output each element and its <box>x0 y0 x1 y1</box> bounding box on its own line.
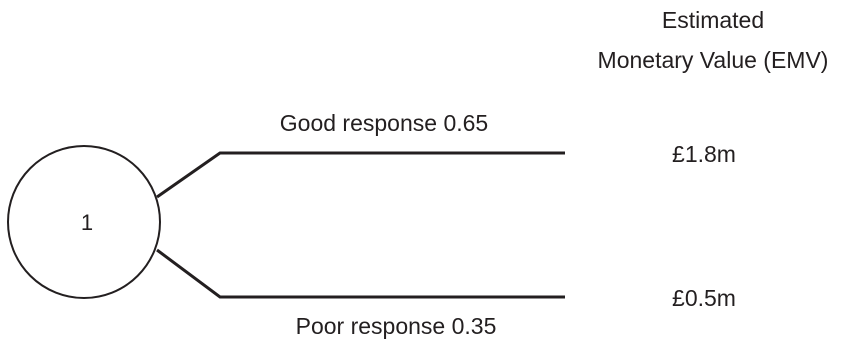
emv-value-poor: £0.5m <box>672 285 736 311</box>
branch-line-good <box>156 151 565 199</box>
chance-node <box>7 145 161 299</box>
branch-line-poor <box>156 248 565 299</box>
emv-header-line-2: Monetary Value (EMV) <box>598 47 829 73</box>
emv-value-good: £1.8m <box>672 141 736 167</box>
emv-header-line-1: Estimated <box>662 7 764 33</box>
branch-label-good: Good response 0.65 <box>280 110 488 136</box>
chance-node-label: 1 <box>81 210 93 235</box>
branch-label-poor: Poor response 0.35 <box>296 313 497 339</box>
